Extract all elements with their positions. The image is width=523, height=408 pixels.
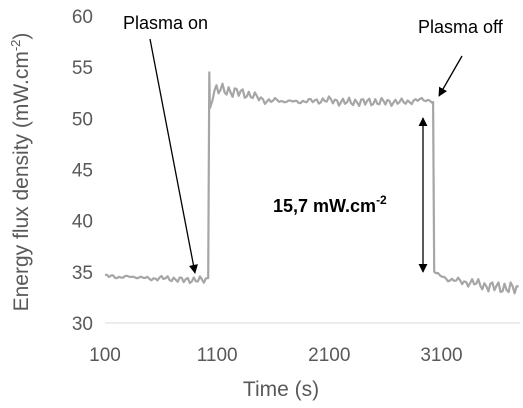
y-axis-title: Energy flux density (mW.cm-2) bbox=[8, 33, 33, 312]
y-tick-label: 50 bbox=[72, 109, 93, 130]
x-tick-label: 2100 bbox=[308, 345, 350, 366]
y-tick-label: 40 bbox=[72, 212, 93, 233]
y-tick-label: 35 bbox=[72, 263, 93, 284]
y-tick-labels: 30 35 40 45 50 55 60 bbox=[72, 7, 93, 335]
difference-annotation: 15,7 mW.cm-2 bbox=[273, 193, 387, 216]
y-tick-label: 60 bbox=[72, 7, 93, 28]
plasma-off-annotation: Plasma off bbox=[418, 17, 504, 37]
plasma-off-arrow bbox=[438, 55, 463, 97]
y-tick-label: 30 bbox=[72, 314, 93, 335]
x-tick-label: 1100 bbox=[197, 345, 238, 366]
plasma-on-arrow bbox=[149, 38, 198, 274]
y-tick-label: 55 bbox=[72, 58, 93, 79]
energy-flux-series-line bbox=[104, 71, 519, 295]
plasma-on-annotation: Plasma on bbox=[123, 13, 208, 33]
x-axis-title: Time (s) bbox=[243, 378, 319, 401]
x-tick-label: 100 bbox=[89, 345, 121, 366]
y-tick-label: 45 bbox=[72, 161, 93, 182]
x-tick-labels: 100 1100 2100 3100 bbox=[89, 345, 462, 366]
x-tick-label: 3100 bbox=[420, 345, 462, 366]
